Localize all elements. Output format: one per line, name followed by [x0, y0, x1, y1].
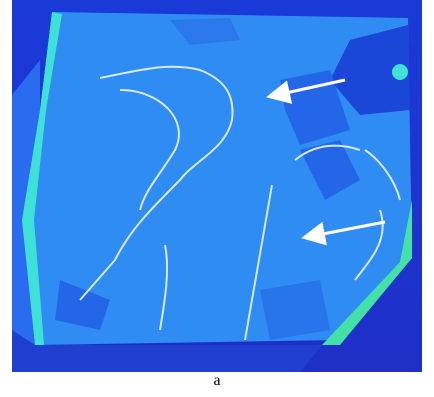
patch	[260, 280, 330, 340]
caption: a	[0, 372, 434, 390]
spot	[392, 64, 408, 80]
figure-image	[0, 0, 434, 372]
page: a (() => { const data = JSON.parse(docum…	[0, 0, 434, 397]
